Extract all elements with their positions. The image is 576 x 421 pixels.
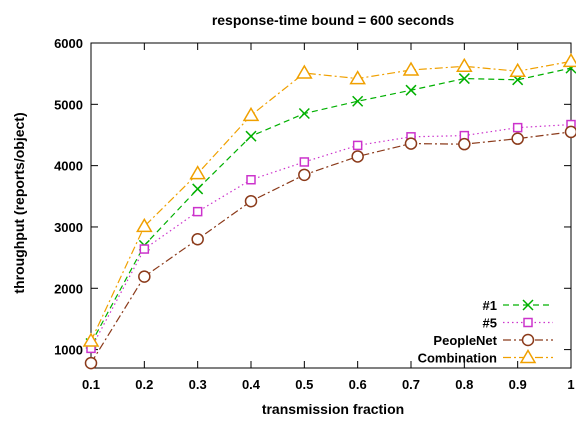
legend-marker-0-stroke-b — [522, 299, 534, 311]
legend-label-2: PeopleNet — [433, 333, 497, 348]
series-5-point-4 — [299, 157, 310, 167]
series-5-point-1 — [139, 244, 150, 254]
series-peoplenet-point-1 — [138, 270, 151, 283]
series-5 — [86, 119, 576, 354]
series-combination-point-7 — [456, 57, 473, 73]
series-1-point-6-stroke-b — [405, 84, 417, 96]
legend-label-3: Combination — [418, 351, 497, 366]
series-peoplenet-point-7 — [458, 137, 471, 151]
series-1-point-7-stroke-b — [458, 73, 470, 85]
series-5-point-2 — [192, 206, 203, 217]
y-tick-label-6000: 6000 — [54, 36, 83, 51]
series-1-line — [90, 67, 572, 344]
series-1-point-3-stroke-b — [245, 130, 257, 142]
y-tick-label-5000: 5000 — [54, 97, 83, 112]
x-tick-label-7: 0.8 — [455, 377, 473, 392]
series-1-point-4-stroke-b — [298, 107, 310, 120]
series-peoplenet-point-6 — [404, 137, 418, 150]
series-combination-point-0 — [82, 332, 100, 347]
series-1 — [85, 62, 576, 350]
series-peoplenet-point-8 — [511, 132, 524, 145]
chart-title: response-time bound = 600 seconds — [212, 12, 455, 28]
x-tick-label-4: 0.5 — [295, 377, 313, 392]
series-peoplenet-line — [90, 131, 572, 364]
x-tick-label-0: 0.1 — [82, 377, 100, 392]
series-peoplenet-point-5 — [351, 150, 364, 163]
series-5-line — [90, 123, 572, 349]
x-tick-label-1: 0.2 — [135, 377, 153, 392]
plot-area: 1000 2000 3000 4000 5000 6000 0.1 0.2 0.3 0.4 0.5 0… — [54, 36, 576, 392]
series-1-point-5 — [352, 95, 364, 107]
series-1-point-6 — [405, 84, 417, 96]
series-combination-point-1 — [136, 217, 153, 233]
series-combination-point-5 — [349, 70, 366, 85]
y-tick-label-4000: 4000 — [54, 159, 83, 174]
legend-label-1: #5 — [483, 316, 497, 331]
series-combination-point-4 — [296, 64, 313, 79]
x-tick-label-2: 0.3 — [189, 377, 207, 392]
legend-label-0: #1 — [483, 298, 497, 313]
series-combination-line — [90, 60, 572, 342]
series-combination-point-9 — [562, 52, 576, 68]
legend: #1 #5 PeopleNet Combination — [418, 298, 553, 366]
series-peoplenet-point-9 — [564, 125, 576, 139]
series-combination — [82, 52, 576, 347]
series-1-point-2-stroke-b — [192, 183, 204, 195]
series-combination-point-8 — [509, 62, 526, 77]
x-tick-label-8: 0.9 — [509, 377, 527, 392]
y-axis-title: throughput (reports/object) — [11, 112, 27, 293]
series-1-point-3 — [245, 130, 257, 142]
x-tick-label-9: 1 — [567, 377, 574, 392]
series-1-point-4 — [298, 107, 310, 120]
series-1-point-2 — [192, 183, 204, 195]
series-combination-point-6 — [402, 61, 420, 76]
series-peoplenet — [84, 125, 576, 370]
series-1-point-7 — [458, 73, 470, 85]
x-axis-title: transmission fraction — [262, 401, 404, 417]
series-combination-point-3 — [242, 106, 260, 122]
x-tick-label-6: 0.7 — [402, 377, 420, 392]
legend-marker-0 — [522, 299, 534, 311]
series-combination-point-2 — [189, 165, 206, 180]
series-5-point-8 — [512, 122, 523, 133]
plot-frame — [90, 42, 572, 369]
series-peoplenet-point-4 — [298, 168, 311, 182]
y-tick-label-1000: 1000 — [54, 343, 83, 358]
series-5-point-3 — [246, 174, 256, 185]
series-peoplenet-point-2 — [191, 232, 204, 246]
series-peoplenet-point-3 — [244, 194, 258, 208]
legend-marker-2 — [521, 333, 535, 347]
y-tick-label-3000: 3000 — [54, 220, 83, 235]
legend-marker-1 — [523, 317, 533, 328]
series-1-point-5-stroke-b — [352, 95, 364, 107]
x-tick-label-5: 0.6 — [349, 377, 367, 392]
series-peoplenet-point-0 — [84, 356, 98, 370]
y-tick-label-2000: 2000 — [54, 281, 83, 296]
series-5-point-5 — [352, 140, 363, 151]
x-tick-label-3: 0.4 — [242, 377, 261, 392]
legend-marker-3 — [519, 349, 537, 364]
